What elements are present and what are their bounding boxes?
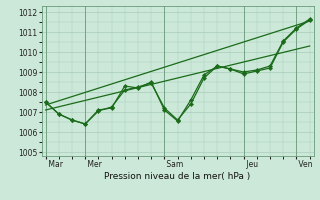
X-axis label: Pression niveau de la mer( hPa ): Pression niveau de la mer( hPa ) — [104, 172, 251, 181]
